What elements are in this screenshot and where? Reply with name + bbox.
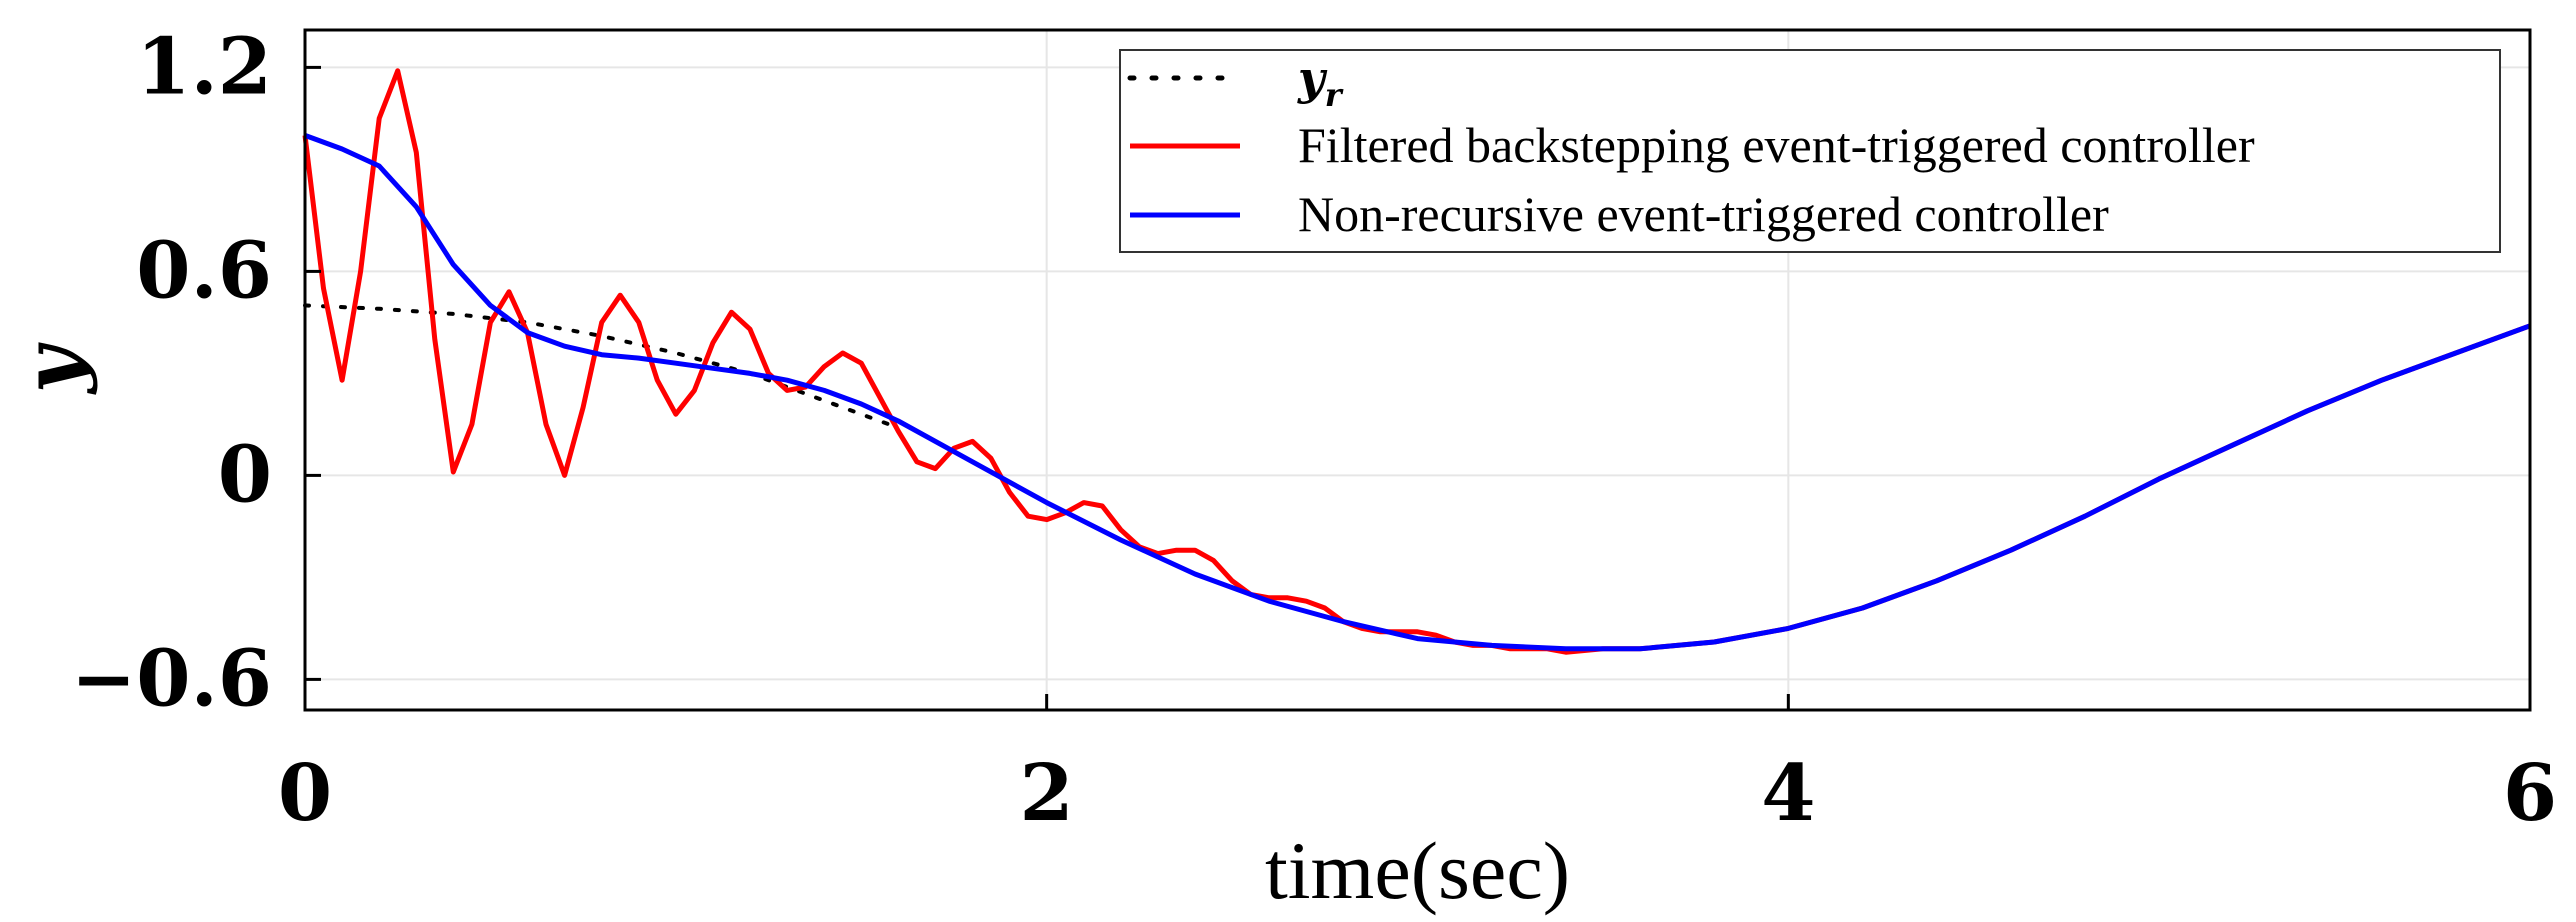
series-non-recursive-line (304, 133, 2531, 652)
x-tick-label: 2 (1020, 748, 1074, 839)
y-tick-label: 0.6 (136, 225, 272, 316)
axis-ticks (303, 65, 2532, 710)
y-tick-label: −0.6 (71, 633, 272, 724)
x-tick-label: 0 (278, 748, 332, 839)
legend-label-yr: yr (1297, 51, 1344, 114)
legend-label-non-recursive: Non-recursive event-triggered controller (1298, 186, 2109, 242)
x-tick-label: 6 (2503, 748, 2557, 839)
x-tick-labels: 0 2 4 6 (278, 748, 2557, 839)
y-tick-label: 0 (218, 429, 272, 520)
plot-frame (303, 28, 2532, 712)
y-axis-label: y (5, 341, 99, 395)
x-tick-label: 4 (1761, 748, 1815, 839)
x-axis-label: time(sec) (1265, 825, 1570, 916)
legend-box (1119, 49, 2501, 253)
plot-series (302, 68, 2531, 655)
legend: yr Filtered backstepping event-triggered… (1119, 49, 2501, 253)
legend-label-filtered-backstepping: Filtered backstepping event-triggered co… (1298, 117, 2255, 173)
series-yr-line (303, 303, 901, 430)
y-tick-labels: −0.6 0 0.6 1.2 (71, 21, 272, 724)
y-tick-label: 1.2 (136, 21, 272, 112)
